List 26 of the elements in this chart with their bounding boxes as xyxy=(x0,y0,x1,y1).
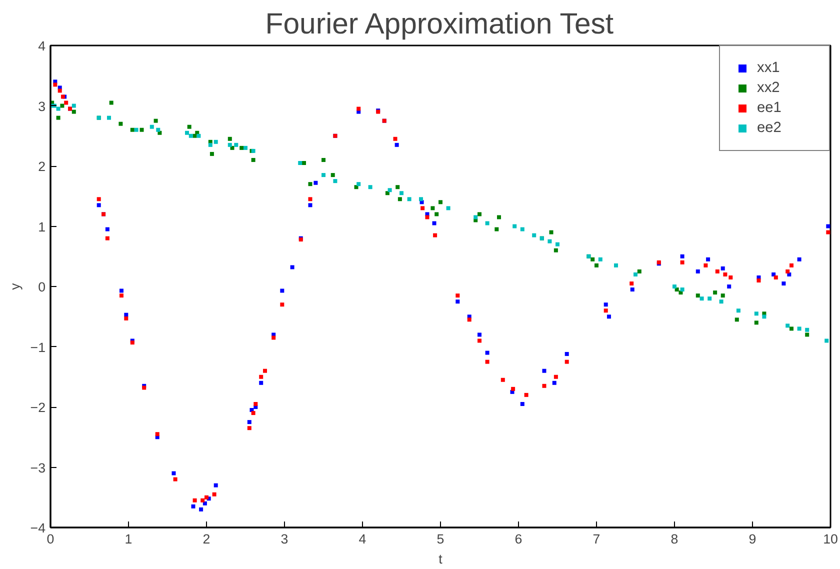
x-axis-title: t xyxy=(438,552,443,566)
x-tick-label: 10 xyxy=(823,532,838,546)
legend-label: xx2 xyxy=(757,80,781,96)
legend-label: ee1 xyxy=(757,100,782,116)
x-tick-label: 6 xyxy=(514,532,522,546)
legend-label: xx1 xyxy=(757,60,781,76)
y-tick-label: 4 xyxy=(38,38,46,54)
y-tick-label: 3 xyxy=(38,98,46,114)
x-tick-label: 7 xyxy=(592,532,600,546)
x-tick-label: 1 xyxy=(124,532,132,546)
x-tick-label: 9 xyxy=(748,532,756,546)
y-tick-label: −2 xyxy=(30,400,46,415)
y-tick-label: 2 xyxy=(38,159,46,174)
x-tick-label: 5 xyxy=(436,532,444,546)
x-tick-label: 3 xyxy=(280,532,288,546)
y-tick-label: 0 xyxy=(38,280,46,294)
legend-label: ee2 xyxy=(757,120,782,136)
y-tick-label: −1 xyxy=(30,340,46,355)
x-tick-label: 8 xyxy=(670,532,678,546)
y-tick-label: −4 xyxy=(30,520,46,536)
y-tick-label: 1 xyxy=(38,219,46,234)
x-tick-label: 4 xyxy=(358,532,367,546)
y-tick-label: −3 xyxy=(30,460,46,476)
x-tick-label: 2 xyxy=(202,532,210,546)
chart-title: Fourier Approximation Test xyxy=(265,8,614,40)
y-axis-title: y xyxy=(7,282,22,290)
